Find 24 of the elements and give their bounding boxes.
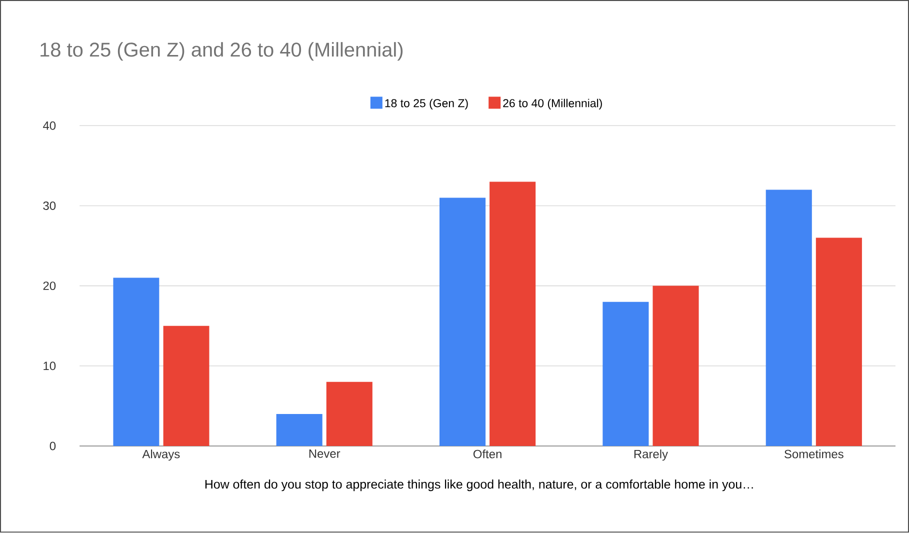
legend-label: 26 to 40 (Millennial) xyxy=(503,99,602,110)
x-tick-label: Never xyxy=(309,450,340,458)
x-tick-label: Always xyxy=(142,450,180,461)
y-tick-label: 20 xyxy=(43,282,56,290)
bar xyxy=(602,302,649,446)
x-tick-label: Rarely xyxy=(634,450,668,461)
bar xyxy=(816,238,862,446)
y-tick-label: 30 xyxy=(43,202,56,210)
bar xyxy=(490,182,536,446)
bar xyxy=(326,382,372,446)
bar xyxy=(652,286,699,446)
x-tick-label: Sometimes xyxy=(784,450,844,458)
bar xyxy=(766,190,812,446)
x-tick-label: Often xyxy=(473,450,502,458)
y-tick-label: 0 xyxy=(50,442,56,450)
legend-label: 18 to 25 (Gen Z) xyxy=(385,99,468,110)
bar xyxy=(163,326,210,446)
x-axis-title: How often do you stop to appreciate things like good health, nature, or a comfortable home in you… xyxy=(205,480,753,492)
y-tick-label: 40 xyxy=(43,122,56,130)
y-tick-label: 10 xyxy=(44,362,56,370)
bar xyxy=(276,414,322,446)
chart-title: 18 to 25 (Gen Z) and 26 to 40 (Millennial) xyxy=(40,42,403,61)
bar xyxy=(113,278,160,446)
bar xyxy=(439,198,486,446)
